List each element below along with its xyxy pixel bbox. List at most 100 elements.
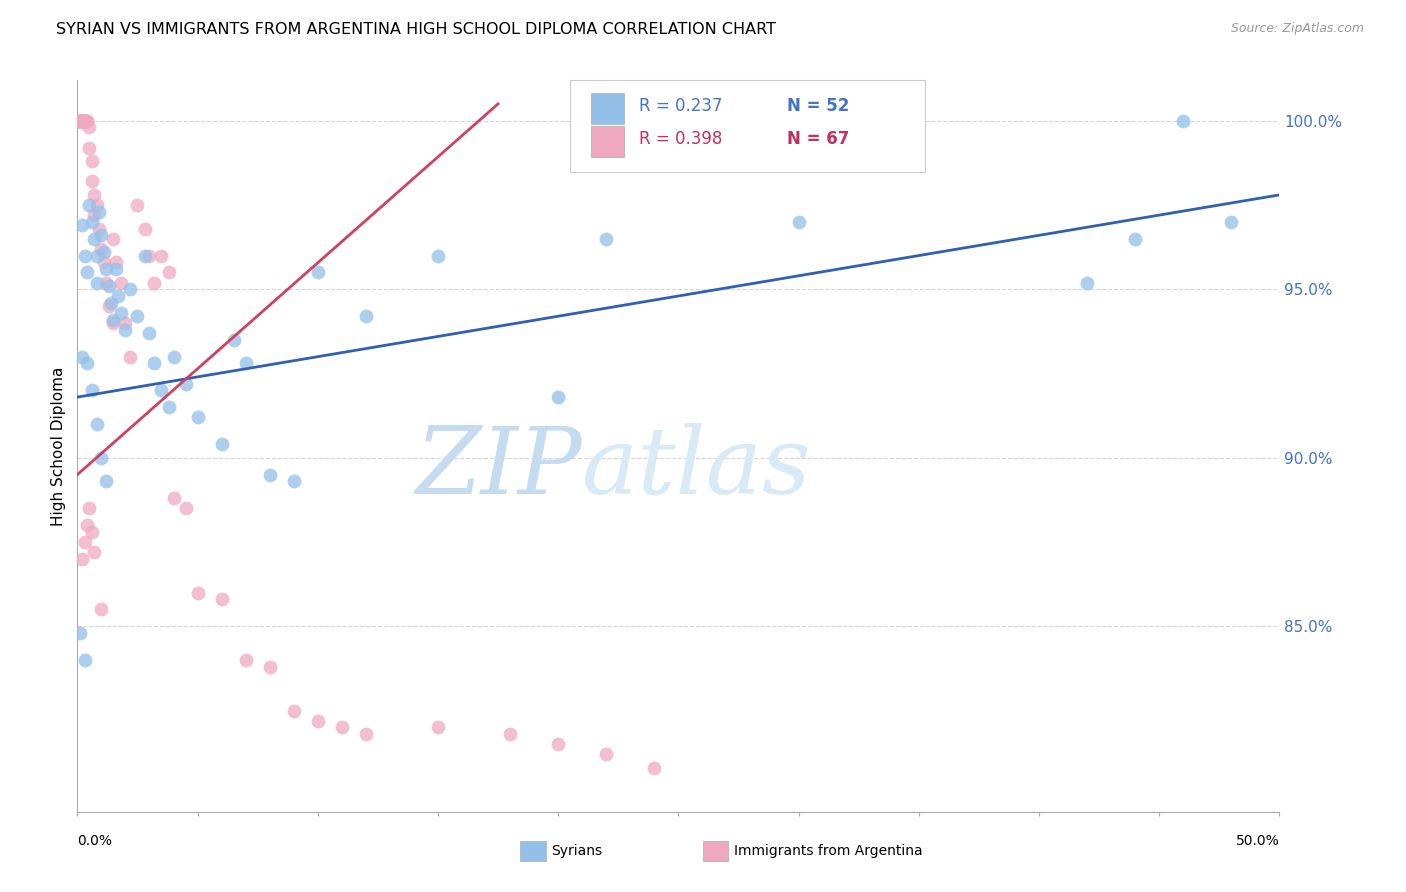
Point [76, 113, 98, 128]
Point [69, 113, 91, 128]
Point [427, 721, 450, 735]
Point [120, 282, 142, 296]
Y-axis label: High School Diploma: High School Diploma [51, 367, 66, 525]
Point [150, 248, 173, 262]
Point [70, 552, 93, 566]
Point [138, 326, 160, 340]
Point [80, 154, 103, 169]
Point [110, 306, 132, 320]
Text: Syrians: Syrians [551, 844, 602, 858]
Point [73, 113, 96, 128]
Point [1123, 232, 1146, 246]
Text: ZIP: ZIP [416, 423, 582, 513]
Point [80, 524, 103, 539]
Point [174, 501, 197, 516]
Point [69, 113, 91, 128]
Point [211, 592, 233, 607]
Point [80, 215, 103, 229]
Point [354, 310, 377, 324]
Point [104, 255, 127, 269]
Point [86, 417, 108, 431]
Point [211, 437, 233, 451]
Point [73, 535, 96, 549]
Point [427, 248, 450, 262]
Point [73, 248, 96, 262]
Point [143, 356, 166, 370]
Text: 0.0%: 0.0% [77, 834, 112, 848]
Point [100, 295, 122, 310]
Point [259, 660, 281, 674]
Point [643, 761, 665, 775]
Point [86, 248, 108, 262]
Point [73, 113, 96, 128]
Point [235, 653, 257, 667]
Point [70, 113, 93, 128]
Point [1173, 113, 1195, 128]
Point [1220, 215, 1243, 229]
Point [70, 113, 93, 128]
Point [114, 316, 136, 330]
Point [69, 113, 91, 128]
Point [127, 310, 149, 324]
Point [162, 491, 184, 506]
Point [307, 714, 329, 728]
Point [69, 626, 91, 640]
Point [69, 113, 91, 128]
Point [283, 704, 305, 718]
Point [143, 276, 166, 290]
Point [70, 113, 93, 128]
Point [97, 299, 120, 313]
Point [79, 141, 101, 155]
Point [330, 721, 353, 735]
Point [595, 232, 617, 246]
Point [86, 276, 108, 290]
Point [93, 245, 115, 260]
Point [150, 384, 173, 398]
Point [69, 113, 91, 128]
Point [110, 276, 132, 290]
Point [90, 242, 112, 256]
Point [103, 312, 125, 326]
Point [69, 113, 91, 128]
Point [97, 279, 120, 293]
Point [70, 350, 93, 364]
Bar [591, 127, 624, 157]
Text: N = 67: N = 67 [786, 130, 849, 148]
Point [86, 198, 108, 212]
Point [307, 265, 329, 279]
Point [354, 727, 377, 741]
Point [114, 323, 136, 337]
Text: Immigrants from Argentina: Immigrants from Argentina [734, 844, 922, 858]
Point [186, 585, 209, 599]
Point [96, 475, 118, 489]
Point [90, 228, 112, 243]
Point [120, 350, 142, 364]
Point [595, 747, 617, 762]
Bar [591, 94, 624, 124]
Point [79, 198, 101, 212]
Point [547, 737, 569, 751]
Point [83, 187, 105, 202]
Point [93, 255, 115, 269]
Point [134, 221, 156, 235]
Point [283, 475, 305, 489]
Point [186, 410, 209, 425]
Text: N = 52: N = 52 [786, 97, 849, 115]
Point [96, 262, 118, 277]
Text: Source: ZipAtlas.com: Source: ZipAtlas.com [1230, 22, 1364, 36]
Point [499, 727, 522, 741]
Point [87, 204, 110, 219]
Point [103, 316, 125, 330]
Point [83, 208, 105, 222]
Point [127, 198, 149, 212]
Point [134, 248, 156, 262]
Point [70, 218, 93, 232]
Point [79, 501, 101, 516]
Point [76, 518, 98, 533]
Point [222, 333, 245, 347]
Point [76, 356, 98, 370]
Point [80, 174, 103, 188]
Point [107, 289, 129, 303]
Point [547, 390, 569, 404]
Point [69, 113, 91, 128]
